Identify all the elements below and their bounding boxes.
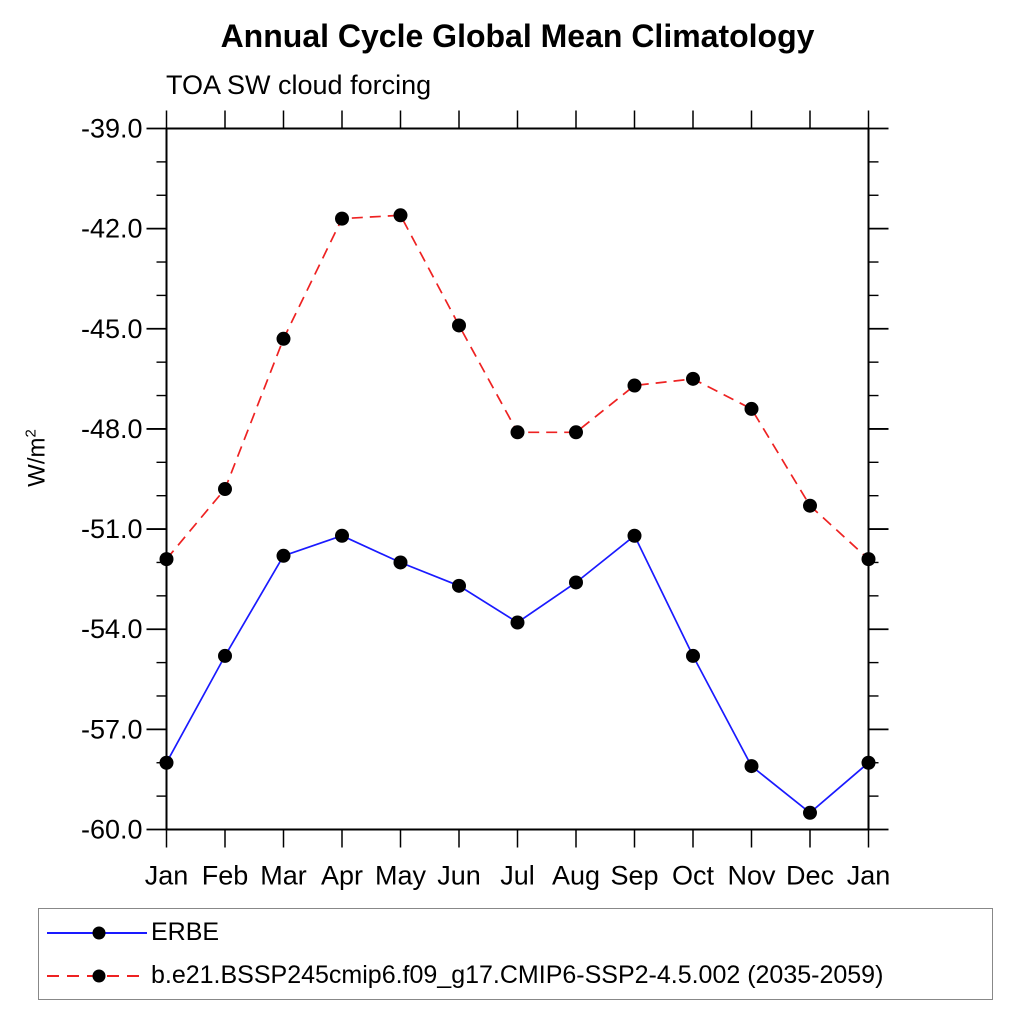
chart-subtitle: TOA SW cloud forcing: [166, 70, 432, 100]
legend: ERBE b.e21.BSSP245cmip6.f09_g17.CMIP6-SS…: [38, 908, 993, 1000]
x-tick-label: May: [375, 861, 427, 891]
plot-border: [165, 127, 870, 831]
x-tick-label: Aug: [552, 861, 600, 891]
x-tick-label: Jun: [437, 861, 481, 891]
y-tick-label: -39.0: [81, 114, 143, 144]
x-axis-tick-labels: Jan Feb Mar Apr May Jun Jul Aug Sep Oct Nov Dec Jan: [145, 861, 891, 891]
x-tick-label: Jan: [145, 861, 189, 891]
x-tick-label: Jul: [500, 861, 535, 891]
y-tick-label: -48.0: [81, 414, 143, 444]
legend-label-erbe: ERBE: [151, 918, 220, 946]
chart-title: Annual Cycle Global Mean Climatology: [220, 18, 815, 54]
legend-item-model: b.e21.BSSP245cmip6.f09_g17.CMIP6-SSP2-4.…: [43, 959, 992, 993]
y-tick-label: -57.0: [81, 714, 143, 744]
series-markers-0: [159, 528, 876, 820]
x-tick-label: Sep: [610, 861, 658, 891]
series-markers-1: [159, 208, 876, 567]
y-axis-tick-labels: -39.0 -42.0 -45.0 -48.0 -51.0 -54.0 -57.0 -60.0: [81, 114, 143, 845]
axis-ticks: [146, 110, 889, 848]
x-tick-label: Dec: [786, 861, 834, 891]
x-tick-label: Apr: [321, 861, 363, 891]
legend-sample-solid-line-icon: [47, 926, 147, 939]
y-tick-label: -42.0: [81, 214, 143, 244]
y-tick-label: -60.0: [81, 815, 143, 845]
legend-item-erbe: ERBE: [43, 916, 992, 950]
series-line-1: [165, 214, 870, 560]
y-tick-label: -54.0: [81, 614, 143, 644]
x-tick-label: Nov: [727, 861, 776, 891]
x-tick-label: Jan: [847, 861, 891, 891]
series-line-0: [165, 534, 870, 814]
x-tick-label: Feb: [202, 861, 249, 891]
y-tick-label: -45.0: [81, 314, 143, 344]
legend-sample-dashed-line-icon: [47, 969, 147, 982]
y-tick-label: -51.0: [81, 514, 143, 544]
legend-label-model: b.e21.BSSP245cmip6.f09_g17.CMIP6-SSP2-4.…: [151, 961, 884, 989]
x-tick-label: Mar: [260, 861, 307, 891]
x-tick-label: Oct: [672, 861, 715, 891]
